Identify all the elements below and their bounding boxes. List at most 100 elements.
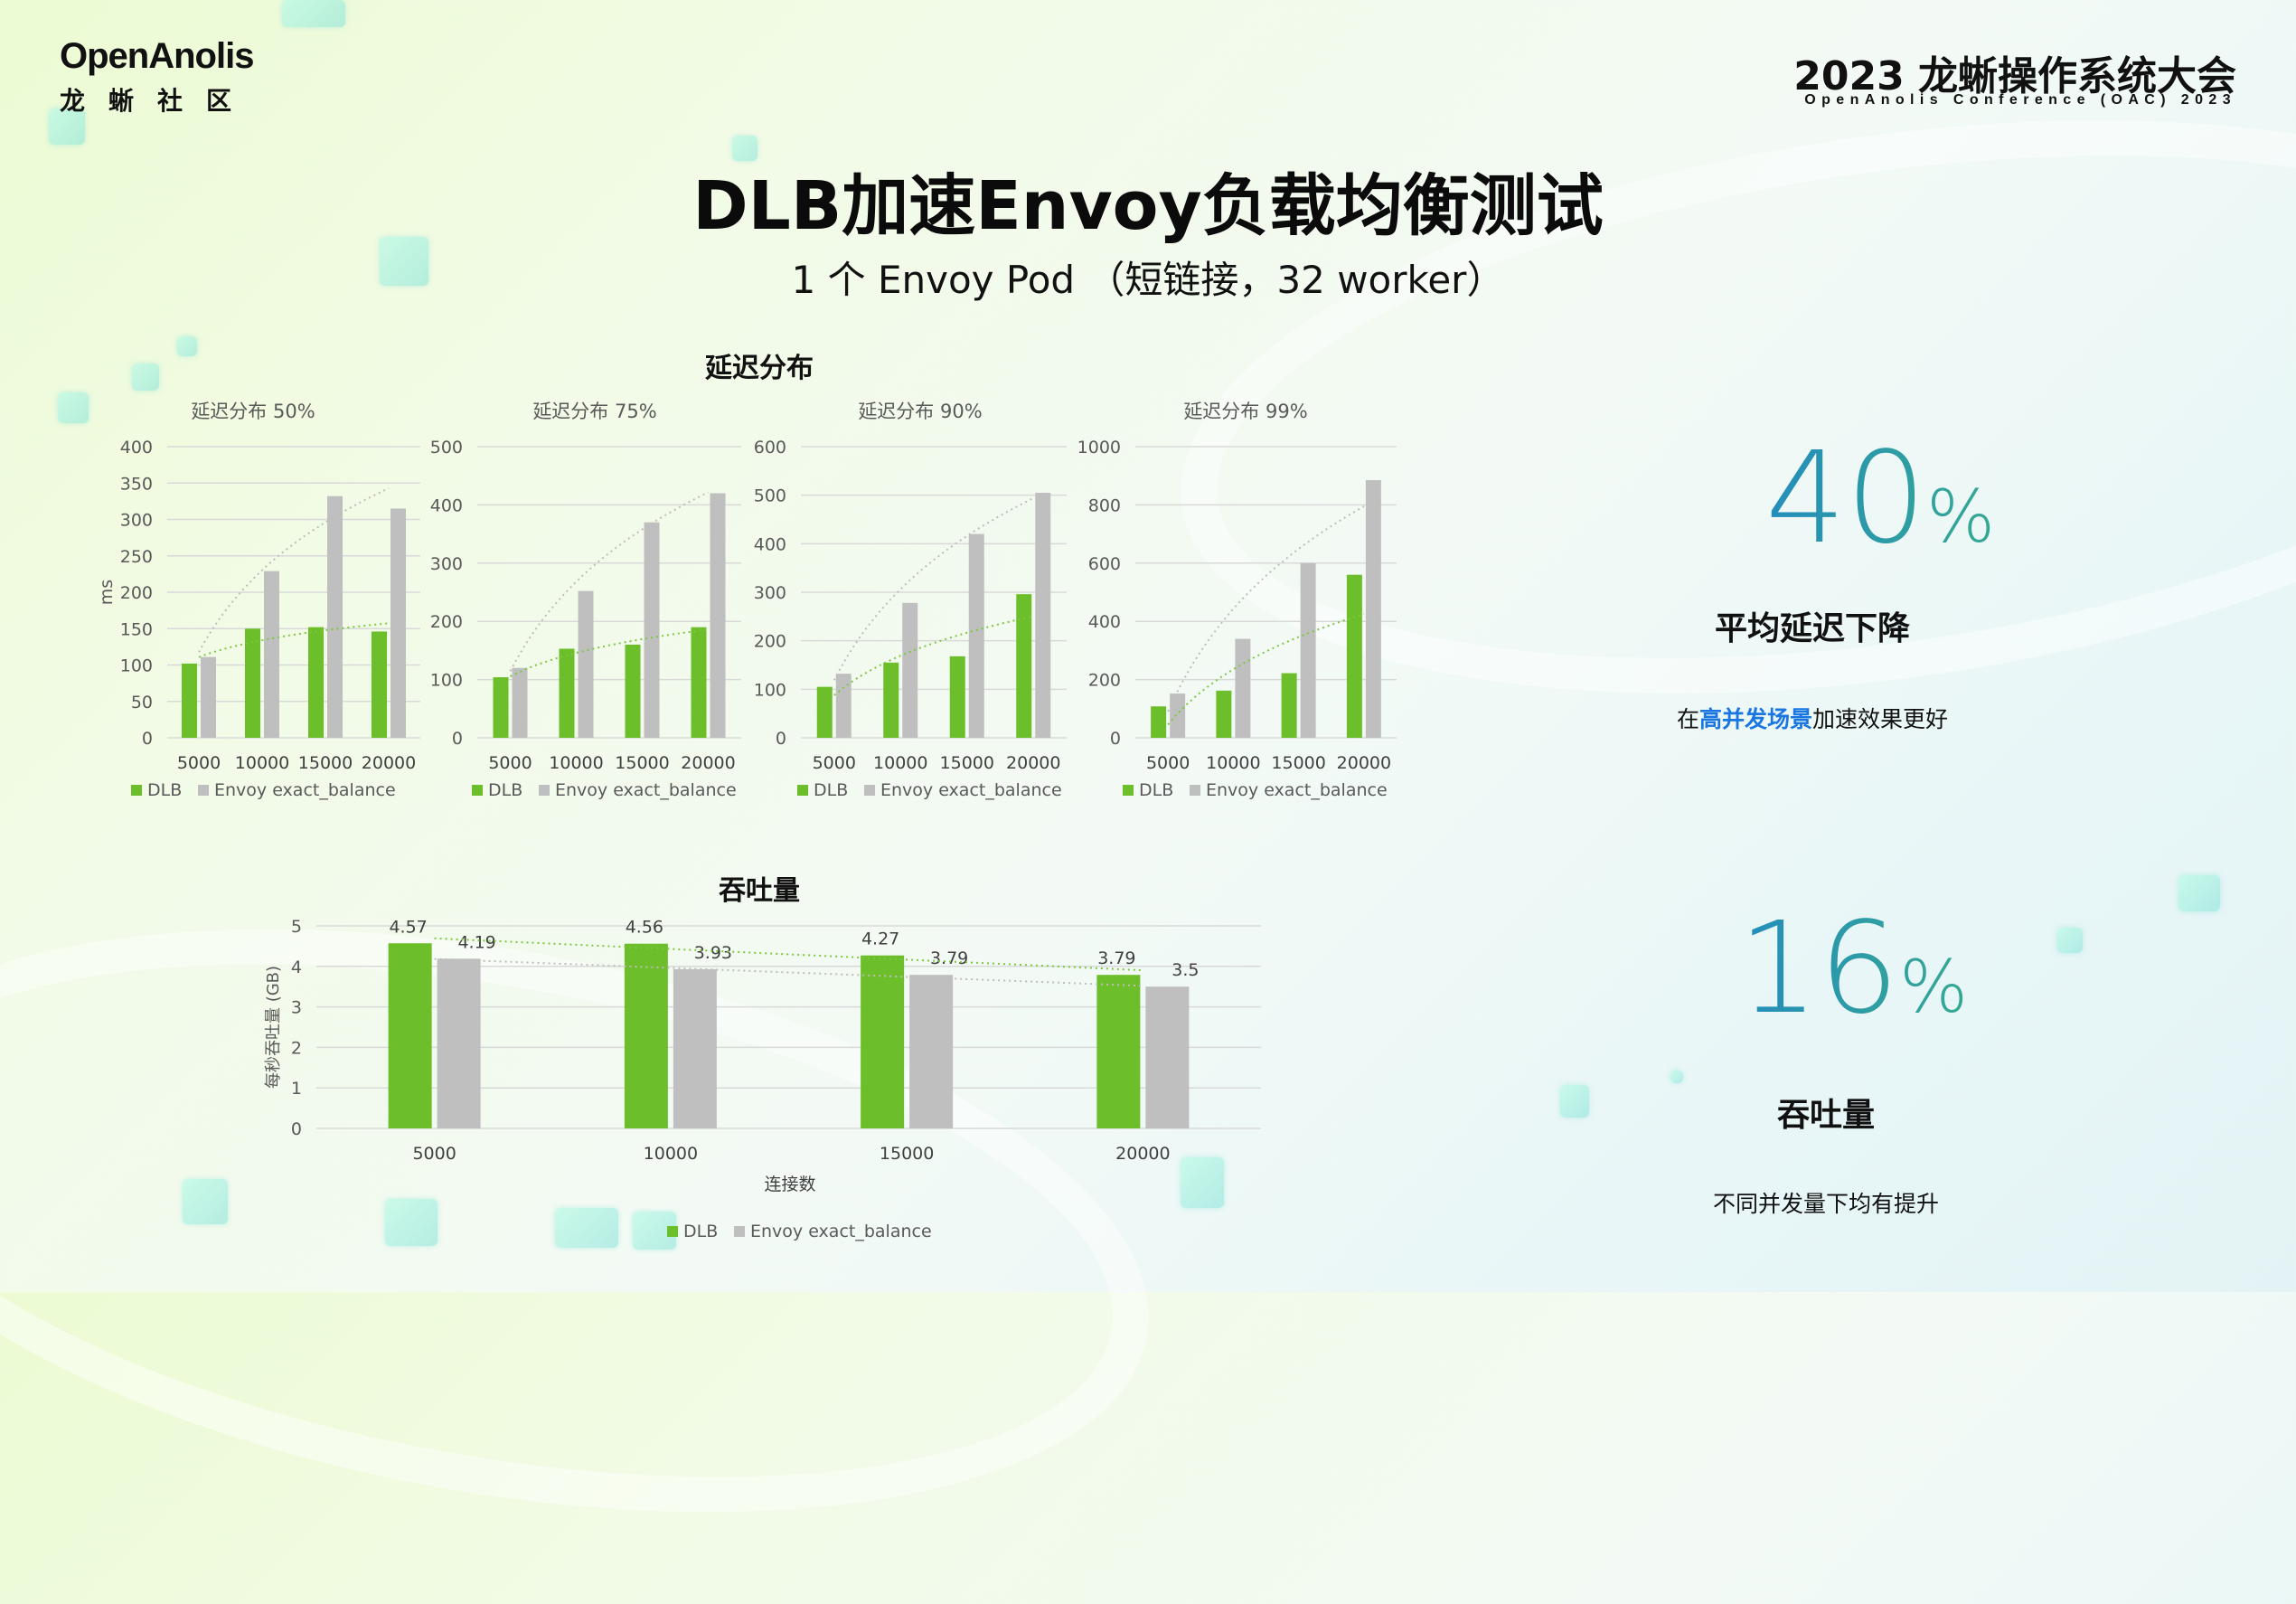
chart3-legend-label-envoy: Envoy exact_balance <box>880 780 1062 800</box>
chart5-ytick-label: 4 <box>291 958 302 977</box>
chart5-bar-envoy <box>909 975 954 1128</box>
chart1-bar-dlb <box>308 627 324 738</box>
chart3-xtick-label: 15000 <box>940 753 994 773</box>
decor-cube <box>732 136 757 161</box>
chart1-bar-envoy <box>327 495 343 738</box>
chart2-ytick-label: 100 <box>430 671 463 691</box>
chart2-legend-label-dlb: DLB <box>488 780 522 800</box>
chart1-legend-swatch-envoy <box>198 785 209 796</box>
chart3-xtick-label: 20000 <box>1006 753 1060 773</box>
chart5-x-axis-label: 连接数 <box>764 1175 815 1194</box>
decor-cube <box>132 363 159 391</box>
chart5-ytick-label: 0 <box>291 1119 302 1139</box>
chart2-xtick-label: 20000 <box>681 753 735 773</box>
chart1-bar-dlb <box>372 631 387 738</box>
chart2-xtick-label: 10000 <box>549 753 603 773</box>
decor-cube <box>49 109 85 145</box>
throughput-kpi-label: 吞吐量 <box>1776 1097 1875 1134</box>
chart5-legend-label-envoy: Envoy exact_balance <box>750 1222 932 1241</box>
conference-title: 2023 龙蜥操作系统大会 <box>1793 53 2236 99</box>
chart1-xtick-label: 20000 <box>362 753 416 773</box>
decor-cube <box>2057 928 2083 953</box>
chart4-ytick-label: 400 <box>1088 612 1121 632</box>
chart5-bar-dlb <box>388 943 432 1128</box>
chart4-ytick-label: 800 <box>1088 495 1121 515</box>
chart4-legend-label-envoy: Envoy exact_balance <box>1206 780 1388 800</box>
chart1-xtick-label: 10000 <box>235 753 289 773</box>
chart3-xtick-label: 5000 <box>813 753 856 773</box>
chart3-xtick-label: 10000 <box>873 753 927 773</box>
chart5-legend-swatch-dlb <box>667 1226 678 1237</box>
chart5-data-label: 4.56 <box>626 918 663 938</box>
chart2-ytick-label: 500 <box>430 438 463 458</box>
chart3-bar-envoy <box>835 674 852 738</box>
chart1-bar-envoy <box>391 508 406 738</box>
chart5-bar-envoy <box>437 958 481 1128</box>
chart4-legend-swatch-dlb <box>1123 785 1134 796</box>
chart1-bar-dlb <box>182 663 197 738</box>
chart1-ytick-label: 400 <box>120 438 153 458</box>
chart4-bar-dlb <box>1281 673 1297 738</box>
chart1-bar-envoy <box>201 656 216 738</box>
chart2-bar-dlb <box>691 627 707 738</box>
chart4-trendline-envoy <box>1167 505 1365 712</box>
chart4-trendline-dlb <box>1167 613 1365 725</box>
chart4-xtick-label: 15000 <box>1271 753 1325 773</box>
chart2-xtick-label: 15000 <box>615 753 669 773</box>
chart5-data-label: 3.79 <box>930 948 968 968</box>
decor-cube <box>183 1179 228 1224</box>
chart5-ytick-label: 3 <box>291 998 302 1018</box>
chart5-data-label: 3.5 <box>1172 960 1199 980</box>
chart3-legend-label-dlb: DLB <box>814 780 848 800</box>
latency-note-post: 加速效果更好 <box>1812 706 1949 732</box>
page-title: DLB加速Envoy负载均衡测试 <box>692 167 1604 245</box>
chart2-ytick-label: 0 <box>452 729 463 749</box>
chart4-bar-envoy <box>1300 562 1316 738</box>
chart4-ytick-label: 0 <box>1110 729 1121 749</box>
chart2-bar-envoy <box>710 493 726 738</box>
decor-cube <box>555 1208 618 1248</box>
chart2-title: 延迟分布 75% <box>532 401 656 422</box>
chart1-ytick-label: 150 <box>120 619 153 639</box>
chart5-ytick-label: 5 <box>291 917 302 937</box>
chart1-ytick-label: 250 <box>120 547 153 567</box>
chart3-ytick-label: 400 <box>754 534 786 554</box>
chart5-trendline-envoy <box>434 958 1143 987</box>
latency-kpi-number: 40 <box>1764 425 1927 572</box>
chart5-y-axis-label: 每秒吞吐量 (GB) <box>264 966 283 1089</box>
chart4-legend-swatch-envoy <box>1190 785 1200 796</box>
chart5-data-label: 3.79 <box>1097 948 1135 968</box>
page-subtitle: 1 个 Envoy Pod （短链接，32 worker） <box>791 258 1505 302</box>
chart3-trendline-envoy <box>833 497 1034 681</box>
chart4-bar-envoy <box>1365 480 1381 738</box>
chart4-title: 延迟分布 99% <box>1183 401 1307 422</box>
chart2-ytick-label: 200 <box>430 612 463 632</box>
chart3-ytick-label: 100 <box>754 680 786 700</box>
chart2-bar-dlb <box>625 644 641 738</box>
chart3-legend-swatch-envoy <box>864 785 875 796</box>
chart2-ytick-label: 300 <box>430 554 463 574</box>
decor-cube <box>2178 875 2220 911</box>
decor-cube <box>58 392 89 423</box>
logo-text: OpenAnolis <box>60 36 254 76</box>
chart5-data-label: 3.93 <box>694 943 732 963</box>
latency-section-title: 延迟分布 <box>705 353 814 384</box>
chart4-bar-dlb <box>1151 706 1167 738</box>
chart1-title: 延迟分布 50% <box>191 401 315 422</box>
chart5-xtick-label: 20000 <box>1115 1144 1170 1164</box>
chart5-xtick-label: 5000 <box>412 1144 456 1164</box>
chart5-ytick-label: 1 <box>291 1079 302 1099</box>
chart3-ytick-label: 300 <box>754 583 786 603</box>
chart5-data-label: 4.19 <box>457 932 495 952</box>
chart1-ytick-label: 300 <box>120 511 153 531</box>
chart1-legend-label-dlb: DLB <box>147 780 182 800</box>
chart3-bar-envoy <box>968 533 984 738</box>
chart2-legend-label-envoy: Envoy exact_balance <box>555 780 737 800</box>
decor-cube <box>282 0 345 27</box>
latency-kpi-value: 40% <box>1645 425 2115 572</box>
chart4-bar-envoy <box>1170 693 1186 738</box>
chart4-legend-label-dlb: DLB <box>1139 780 1173 800</box>
chart1-legend-swatch-dlb <box>131 785 142 796</box>
chart5-legend-label-dlb: DLB <box>683 1222 718 1241</box>
chart2-ytick-label: 400 <box>430 495 463 515</box>
